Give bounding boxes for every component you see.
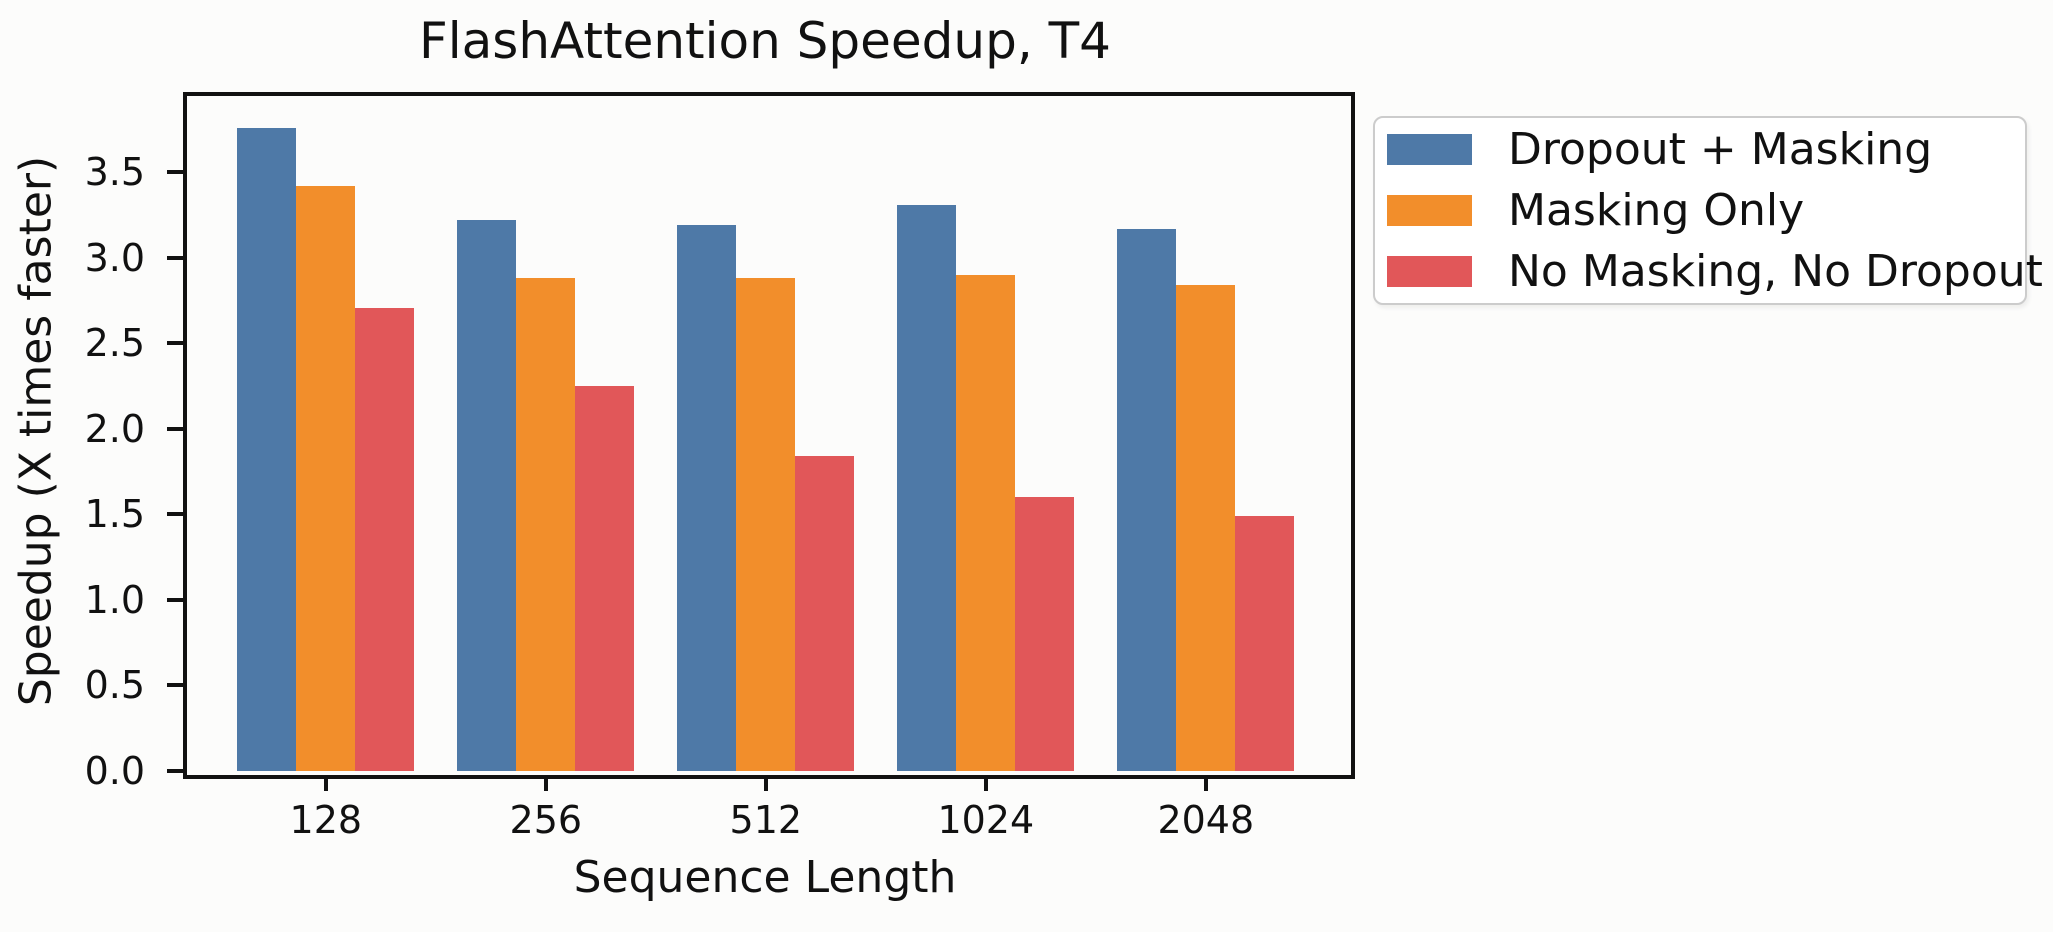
- legend-item: Dropout + Masking: [1387, 119, 2025, 180]
- y-tick-label: 1.0: [84, 577, 145, 622]
- legend-swatch-dropout-masking: [1387, 134, 1472, 165]
- x-tick-label: 128: [289, 798, 363, 842]
- y-tick-mark: [167, 683, 183, 688]
- legend-swatch-no-masking-no-dropout: [1387, 256, 1472, 287]
- legend-label: No Masking, No Dropout: [1508, 245, 2043, 297]
- y-tick-label: 2.5: [84, 321, 145, 366]
- y-tick-label: 0.0: [84, 749, 145, 793]
- y-tick-label: 1.5: [84, 492, 145, 537]
- legend-swatch-masking-only: [1387, 195, 1472, 226]
- bar-no-masking-no-dropout-512: [795, 456, 855, 771]
- bar-dropout-masking-256: [457, 220, 517, 771]
- x-tick-mark: [763, 775, 768, 791]
- x-tick-mark: [983, 775, 988, 791]
- x-tick-label: 2048: [1157, 798, 1255, 842]
- x-tick-mark: [543, 775, 548, 791]
- legend-item: No Masking, No Dropout: [1387, 241, 2043, 302]
- x-tick-mark: [323, 775, 328, 791]
- bar-masking-only-512: [736, 278, 796, 771]
- y-tick-mark: [167, 255, 183, 260]
- bar-no-masking-no-dropout-128: [355, 307, 415, 771]
- y-tick-mark: [167, 341, 183, 346]
- y-tick-mark: [167, 426, 183, 431]
- y-tick-label: 3.5: [84, 150, 145, 195]
- bar-masking-only-1024: [956, 275, 1016, 771]
- y-tick-mark: [167, 597, 183, 602]
- bar-masking-only-2048: [1176, 285, 1236, 771]
- x-tick-mark: [1203, 775, 1208, 791]
- bar-no-masking-no-dropout-1024: [1015, 497, 1075, 771]
- y-tick-label: 0.5: [84, 663, 145, 708]
- bar-dropout-masking-512: [677, 225, 737, 771]
- x-tick-label: 512: [729, 798, 803, 842]
- legend-item: Masking Only: [1387, 180, 2025, 241]
- x-tick-label: 256: [509, 798, 583, 842]
- bar-no-masking-no-dropout-256: [575, 386, 635, 771]
- bar-no-masking-no-dropout-2048: [1235, 516, 1295, 771]
- y-tick-label: 2.0: [84, 406, 145, 451]
- plot-area: [183, 92, 1355, 779]
- y-tick-mark: [167, 170, 183, 175]
- bar-dropout-masking-2048: [1117, 228, 1177, 771]
- legend-label: Dropout + Masking: [1508, 123, 1933, 175]
- y-tick-mark: [167, 512, 183, 517]
- bar-dropout-masking-128: [237, 127, 297, 771]
- legend-label: Masking Only: [1508, 184, 1805, 236]
- chart-title: FlashAttention Speedup, T4: [419, 12, 1111, 70]
- legend: Dropout + Masking Masking Only No Masking,…: [1373, 116, 2043, 305]
- bar-masking-only-128: [296, 186, 356, 771]
- bar-dropout-masking-1024: [897, 204, 957, 771]
- x-tick-label: 1024: [937, 798, 1035, 842]
- y-tick-mark: [167, 769, 183, 773]
- y-tick-label: 3.0: [84, 235, 145, 280]
- bar-masking-only-256: [516, 278, 576, 771]
- x-axis-label: Sequence Length: [573, 852, 957, 903]
